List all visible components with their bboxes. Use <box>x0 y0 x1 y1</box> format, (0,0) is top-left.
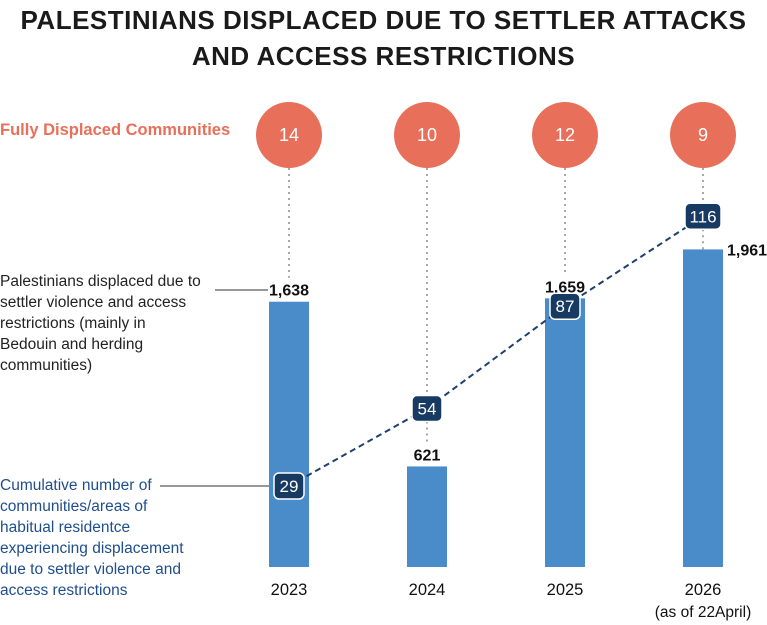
cumulative-value-label: 29 <box>280 477 299 496</box>
cumulative-annotation-line: due to settler violence and <box>0 561 181 578</box>
cumulative-series-annotation: Cumulative number of communities/areas o… <box>0 475 184 601</box>
bar-value-label: 1,638 <box>269 283 309 300</box>
bar <box>269 301 309 567</box>
bar-annotation-line: communities) <box>0 357 93 374</box>
x-tick-label: 2025 <box>547 581 584 599</box>
bar-value-label: 621 <box>414 447 441 464</box>
cumulative-marker <box>684 202 722 231</box>
fully-displaced-value-label: 10 <box>417 125 437 145</box>
bar <box>407 466 447 567</box>
bar-value-label: 1,961 <box>727 242 767 259</box>
x-tick-label: 2023 <box>271 581 308 599</box>
bar <box>545 298 585 567</box>
fully-displaced-circle <box>532 102 598 168</box>
cumulative-marker <box>549 292 581 320</box>
x-tick-label: 2024 <box>409 581 446 599</box>
cumulative-marker <box>273 472 305 500</box>
cumulative-annotation-line: Cumulative number of <box>0 477 152 494</box>
bar <box>683 249 723 567</box>
chart-title: PALESTINIANS DISPLACED DUE TO SETTLER AT… <box>0 2 767 74</box>
cumulative-value-label: 87 <box>556 297 575 316</box>
bar-value-label: 1,659 <box>545 279 585 296</box>
fully-displaced-value-label: 9 <box>698 125 708 145</box>
bar-annotation-line: settler violence and access <box>0 294 187 311</box>
fully-displaced-circle <box>256 102 322 168</box>
cumulative-annotation-line: access restrictions <box>0 582 128 599</box>
bar-annotation-line: restrictions (mainly in <box>0 315 146 332</box>
cumulative-annotation-line: communities/areas of <box>0 498 148 515</box>
x-tick-sublabel: (as of 22April) <box>655 604 751 621</box>
cumulative-value-label: 54 <box>418 400 437 419</box>
fully-displaced-circle <box>670 102 736 168</box>
bar-annotation-line: Palestinians displaced due to <box>0 273 201 290</box>
cumulative-annotation-line: experiencing displacement <box>0 540 184 557</box>
cumulative-value-label: 116 <box>689 207 716 226</box>
bar-series-annotation: Palestinians displaced due to settler vi… <box>0 271 201 376</box>
bar-annotation-line: Bedouin and herding <box>0 336 144 353</box>
chart-title-line-2: AND ACCESS RESTRICTIONS <box>191 41 576 71</box>
x-tick-label: 2026 <box>685 581 722 599</box>
fully-displaced-label: Fully Displaced Communities <box>0 121 231 139</box>
chart-title-line-1: PALESTINIANS DISPLACED DUE TO SETTLER AT… <box>20 5 747 35</box>
fully-displaced-value-label: 12 <box>555 125 575 145</box>
cumulative-annotation-line: habitual residentce <box>0 519 131 536</box>
fully-displaced-circle <box>394 102 460 168</box>
cumulative-marker <box>411 394 443 423</box>
fully-displaced-value-label: 14 <box>279 125 299 145</box>
cumulative-line <box>288 215 704 487</box>
